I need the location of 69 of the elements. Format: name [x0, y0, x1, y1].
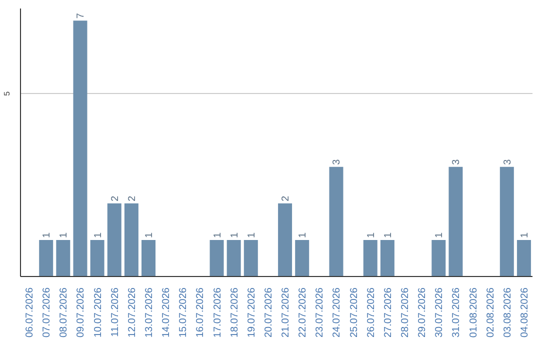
x-tick-label: 08.07.2026 — [58, 287, 70, 338]
bar — [210, 240, 224, 276]
bar — [516, 240, 531, 276]
x-tick-label: 24.07.2026 — [332, 287, 343, 338]
x-tick-label: 28.07.2026 — [400, 287, 411, 338]
x-tick-label: 04.08.2026 — [519, 287, 530, 338]
data-label: 1 — [92, 232, 104, 238]
x-tick-label: 21.07.2026 — [280, 287, 292, 338]
bar — [363, 240, 378, 276]
bar — [380, 240, 394, 276]
x-tick-label: 30.07.2026 — [434, 287, 446, 338]
bar — [226, 240, 241, 276]
x-tick-label: 16.07.2026 — [195, 287, 206, 338]
x-tick-label: 06.07.2026 — [24, 287, 36, 338]
data-label: 7 — [76, 12, 87, 19]
bar — [244, 240, 258, 276]
data-label: 1 — [434, 232, 446, 238]
x-tick-label: 31.07.2026 — [451, 287, 462, 338]
data-label: 1 — [144, 232, 155, 238]
x-tick-label: 22.07.2026 — [298, 287, 309, 338]
bar — [329, 166, 344, 276]
bar — [90, 240, 104, 276]
x-tick-label: 18.07.2026 — [229, 287, 240, 338]
data-label: 3 — [332, 158, 343, 165]
bar — [56, 240, 70, 276]
bar — [295, 240, 310, 276]
data-label: 1 — [42, 232, 53, 238]
bar — [432, 240, 446, 276]
bar — [278, 203, 292, 276]
x-tick-label: 14.07.2026 — [161, 287, 172, 338]
x-tick-label: 12.07.2026 — [126, 287, 138, 338]
bar — [124, 203, 138, 276]
bar — [107, 203, 122, 276]
x-tick-label: 03.08.2026 — [502, 287, 514, 338]
x-tick-label: 27.07.2026 — [382, 287, 394, 338]
x-tick-label: 25.07.2026 — [348, 287, 360, 338]
y-tick-label: 5 — [2, 90, 12, 96]
data-label: 3 — [502, 158, 514, 165]
x-tick-label: 26.07.2026 — [366, 287, 377, 338]
data-label: 1 — [246, 232, 258, 238]
data-label: 1 — [382, 232, 394, 238]
x-tick-label: 01.08.2026 — [468, 287, 480, 338]
x-tick-label: 15.07.2026 — [178, 287, 190, 338]
data-label: 1 — [519, 232, 530, 238]
data-label: 1 — [58, 232, 70, 238]
data-label: 3 — [451, 158, 462, 165]
x-tick-label: 17.07.2026 — [212, 287, 224, 338]
x-tick-label: 29.07.2026 — [417, 287, 428, 338]
x-tick-label: 13.07.2026 — [144, 287, 155, 338]
bar — [73, 20, 88, 276]
x-tick-label: 20.07.2026 — [263, 287, 274, 338]
data-label: 1 — [212, 232, 224, 238]
data-label: 2 — [126, 195, 138, 202]
data-label: 1 — [229, 232, 240, 238]
data-label: 1 — [298, 232, 309, 238]
x-tick-label: 23.07.2026 — [314, 287, 326, 338]
bar — [448, 166, 463, 276]
bar — [142, 240, 156, 276]
x-tick-label: 02.08.2026 — [485, 287, 496, 338]
x-tick-label: 19.07.2026 — [246, 287, 258, 338]
bar — [500, 166, 514, 276]
data-label: 2 — [280, 195, 292, 202]
data-label: 2 — [110, 195, 121, 202]
data-label: 1 — [366, 232, 377, 238]
x-tick-label: 10.07.2026 — [92, 287, 104, 338]
x-tick-label: 07.07.2026 — [42, 287, 53, 338]
x-tick-label: 11.07.2026 — [110, 287, 121, 337]
bar — [39, 240, 54, 276]
x-tick-label: 09.07.2026 — [76, 287, 87, 338]
